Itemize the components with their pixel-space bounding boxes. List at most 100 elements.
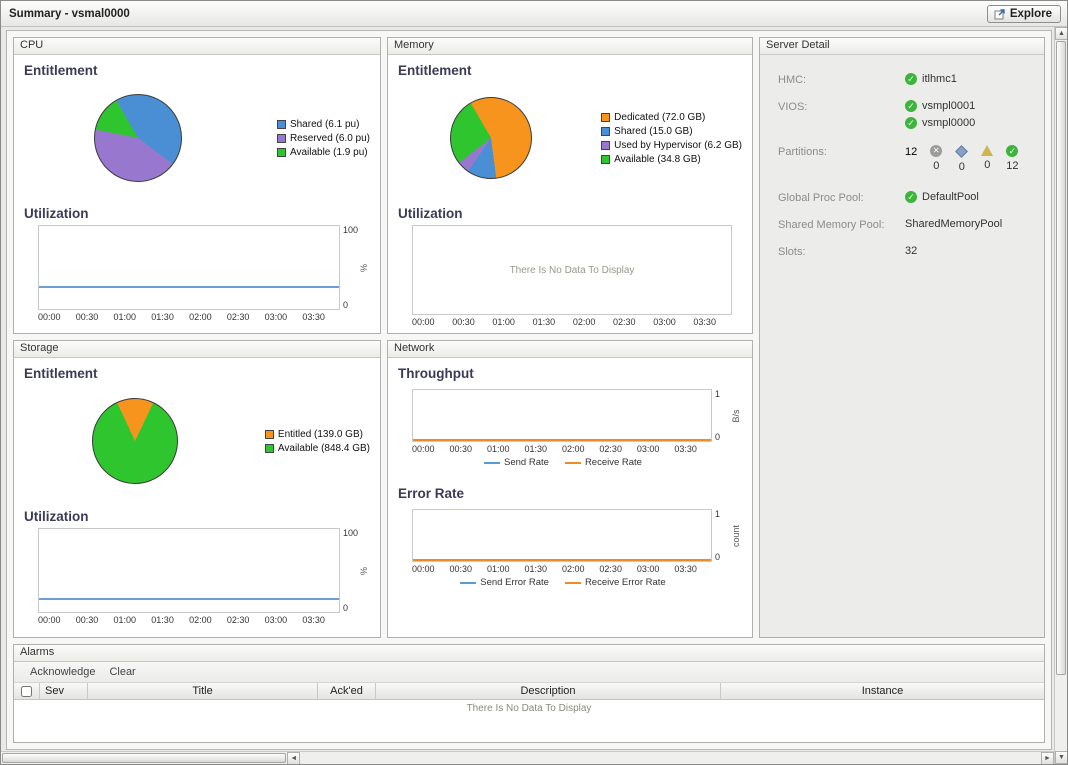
x-tick-label: 01:00	[486, 564, 510, 574]
global-proc-pool-value[interactable]: DefaultPool	[922, 191, 979, 203]
ok-status-icon: ✓	[905, 100, 917, 112]
legend-label: Available (34.8 GB)	[614, 153, 701, 165]
x-tick-label: 02:30	[226, 615, 250, 625]
legend-item: Receive Error Rate	[564, 577, 666, 588]
partitions-warning: 0	[981, 145, 994, 171]
vios-value-2[interactable]: vsmpl0000	[922, 117, 976, 129]
acknowledge-button[interactable]: Acknowledge	[30, 666, 96, 678]
server-detail-row-global-proc-pool: Global Proc Pool: ✓ DefaultPool	[778, 191, 1036, 204]
scroll-down-arrow[interactable]: ▼	[1055, 751, 1067, 764]
select-all-checkbox[interactable]	[21, 685, 32, 697]
storage-panel: Storage Entitlement Entitled (139.0 GB) A…	[13, 340, 381, 638]
horizontal-scrollbar[interactable]: ◄ ►	[1, 751, 1054, 764]
ok-status-icon: ✓	[905, 73, 917, 85]
partitions-total: 12	[905, 146, 918, 158]
select-all-cell	[14, 683, 40, 699]
memory-entitlement-pie	[450, 97, 532, 179]
x-tick-label: 02:00	[561, 564, 585, 574]
memory-utilization-plot: There Is No Data To Display	[412, 225, 732, 315]
y-unit-label: %	[359, 263, 369, 272]
legend-item: Shared (15.0 GB)	[601, 126, 742, 137]
x-tick-label: 03:00	[264, 312, 288, 322]
legend-swatch	[601, 126, 611, 136]
network-panel-header: Network	[388, 341, 752, 358]
legend-item: Available (848.4 GB)	[264, 442, 370, 454]
x-tick-label: 00:00	[38, 312, 61, 322]
x-tick-label: 00:00	[38, 615, 61, 625]
network-panel: Network Throughput 00:00 00:30 01:00 01:30 0…	[387, 340, 753, 638]
column-header-instance[interactable]: Instance	[861, 685, 904, 697]
storage-entitlement-chart: Entitled (139.0 GB) Available (848.4 GB)	[22, 383, 372, 499]
x-tick-label: 02:00	[561, 444, 585, 454]
y-unit-label: B/s	[731, 408, 741, 423]
network-error-rate-x-axis: 00:00 00:30 01:00 01:30 02:00 02:30 03:00 03:30	[412, 562, 697, 574]
page-title: Summary - vsmal0000	[9, 7, 130, 20]
ok-status-icon: ✓	[905, 117, 917, 129]
legend-swatch	[276, 133, 286, 143]
legend-item: Entitled (139.0 GB)	[264, 428, 370, 440]
legend-label: Used by Hypervisor (6.2 GB)	[614, 139, 742, 151]
network-throughput-legend: Send Rate Receive Rate	[412, 457, 714, 468]
scroll-up-arrow[interactable]: ▲	[1055, 27, 1067, 40]
network-throughput-title: Throughput	[398, 366, 474, 381]
server-detail-row-slots: Slots: 32	[778, 245, 1036, 258]
column-header-acked[interactable]: Ack'ed	[318, 683, 376, 699]
legend-label: Available (848.4 GB)	[277, 442, 370, 454]
explore-label: Explore	[1009, 7, 1052, 20]
x-tick-label: 01:00	[113, 312, 137, 322]
slots-value: 32	[905, 245, 918, 257]
legend-item: Available (34.8 GB)	[601, 154, 742, 165]
horizontal-scrollbar-thumb[interactable]	[2, 753, 287, 763]
scrollbar-track[interactable]	[300, 752, 1041, 764]
y-min-label: 0	[715, 432, 721, 442]
partitions-stopped-count: 0	[933, 160, 940, 172]
scroll-left-arrow[interactable]: ◄	[287, 752, 301, 764]
cpu-entitlement-legend: Shared (6.1 pu) Reserved (6.0 pu) Availabl…	[276, 119, 370, 158]
global-proc-pool-label: Global Proc Pool:	[778, 192, 864, 204]
vios-value-1[interactable]: vsmpl0001	[922, 100, 976, 112]
legend-swatch	[264, 443, 274, 453]
hmc-value[interactable]: itlhmc1	[922, 73, 957, 85]
server-detail-row-partitions: Partitions: 12 ✕ 0 0	[778, 145, 1036, 173]
x-tick-label: 01:00	[486, 444, 510, 454]
clear-button[interactable]: Clear	[109, 666, 136, 678]
diamond-icon	[955, 145, 969, 158]
memory-utilization-x-axis: 00:00 00:30 01:00 01:30 02:00 02:30 03:00 03:30	[412, 315, 716, 327]
legend-item: Available (1.9 pu)	[276, 147, 370, 158]
shared-memory-pool-value: SharedMemoryPool	[905, 218, 1003, 230]
network-error-rate-chart: 00:00 00:30 01:00 01:30 02:00 02:30 03:00 03:30…	[412, 509, 742, 574]
column-header-description[interactable]: Description	[376, 683, 721, 699]
hmc-label: HMC:	[778, 74, 807, 86]
explore-button[interactable]: Explore	[986, 4, 1061, 23]
column-header-title[interactable]: Title	[88, 683, 318, 699]
legend-label: Entitled (139.0 GB)	[277, 428, 363, 440]
legend-swatch	[276, 147, 286, 157]
vios-label: VIOS:	[778, 101, 808, 113]
x-tick-label: 01:00	[113, 615, 137, 625]
legend-item: Send Error Rate	[460, 577, 549, 588]
y-max-label: 1	[715, 509, 721, 519]
legend-swatch	[484, 461, 501, 464]
column-header-sev[interactable]: Sev	[40, 683, 88, 699]
legend-label: Receive Error Rate	[584, 577, 666, 588]
partitions-running-count: 12	[1006, 160, 1019, 172]
cpu-utilization-title: Utilization	[24, 206, 89, 221]
network-error-rate-y-axis: 1 count 0	[712, 509, 742, 562]
memory-entitlement-title: Entitlement	[398, 63, 472, 78]
memory-panel-header: Memory	[388, 38, 752, 55]
legend-label: Reserved (6.0 pu)	[289, 132, 370, 144]
storage-entitlement-pie	[92, 398, 178, 484]
x-tick-label: 01:30	[151, 615, 174, 625]
scroll-right-arrow[interactable]: ►	[1041, 752, 1054, 764]
network-error-rate-title: Error Rate	[398, 486, 465, 501]
legend-item: Shared (6.1 pu)	[276, 119, 370, 130]
legend-label: Receive Rate	[584, 457, 642, 468]
x-tick-label: 03:00	[636, 564, 660, 574]
vertical-scrollbar[interactable]: ▲ ▼	[1054, 27, 1067, 764]
partitions-running: ✓ 12	[1006, 145, 1019, 172]
cpu-panel: CPU Entitlement Shared (6.1 pu) Reserved …	[13, 37, 381, 334]
alarms-empty-message: There Is No Data To Display	[466, 703, 592, 714]
explore-icon	[994, 8, 1005, 19]
vertical-scrollbar-thumb[interactable]	[1056, 41, 1066, 675]
x-tick-label: 02:30	[599, 444, 622, 454]
